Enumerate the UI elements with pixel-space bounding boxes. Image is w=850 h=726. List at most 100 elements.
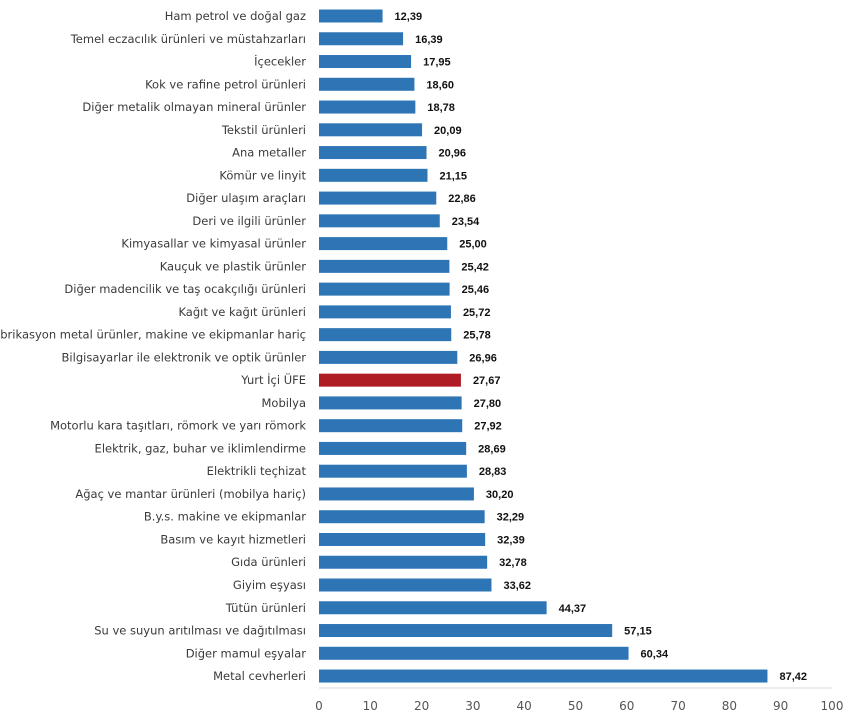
bar bbox=[319, 9, 383, 23]
value-label: 25,72 bbox=[463, 307, 491, 319]
category-label: Ağaç ve mantar ürünleri (mobilya hariç) bbox=[75, 487, 306, 501]
bar bbox=[319, 32, 404, 46]
bar-row: Deri ve ilgili ürünler 23,54 bbox=[192, 214, 480, 228]
value-label: 57,15 bbox=[624, 626, 652, 638]
value-label: 27,80 bbox=[474, 398, 502, 410]
bar bbox=[319, 419, 463, 433]
category-label: Kömür ve linyit bbox=[219, 168, 306, 182]
bar bbox=[319, 646, 629, 660]
bar-row: Su ve suyun arıtılması ve dağıtılması 57,… bbox=[94, 624, 651, 638]
value-label: 16,39 bbox=[415, 34, 443, 46]
category-label: Kauçuk ve plastik ürünler bbox=[160, 259, 307, 273]
bar-row: Kauçuk ve plastik ürünler 25,42 bbox=[160, 259, 489, 273]
value-label: 18,78 bbox=[427, 102, 455, 114]
category-label: Elektrikli teçhizat bbox=[207, 464, 307, 478]
bar-row: Ham petrol ve doğal gaz 12,39 bbox=[165, 9, 422, 23]
category-label: Motorlu kara taşıtları, römork ve yarı r… bbox=[50, 419, 306, 433]
category-label: Diğer ulaşım araçları bbox=[186, 191, 306, 205]
value-label: 23,54 bbox=[452, 216, 480, 228]
category-label: Tütün ürünleri bbox=[225, 601, 306, 615]
bar-row: Gıda ürünleri 32,78 bbox=[231, 555, 527, 569]
bar bbox=[319, 487, 474, 501]
bar bbox=[319, 532, 486, 546]
bar bbox=[319, 214, 440, 228]
category-label: Diğer metalik olmayan mineral ürünler bbox=[82, 100, 306, 114]
x-tick-label: 30 bbox=[465, 699, 480, 713]
bar bbox=[319, 464, 467, 478]
bar-row: Diğer ulaşım araçları 22,86 bbox=[186, 191, 476, 205]
category-label: Diğer madencilik ve taş ocakçılığı ürünl… bbox=[64, 282, 306, 296]
category-label: İçecekler bbox=[254, 54, 306, 69]
category-label: Mobilya bbox=[261, 396, 306, 410]
bar bbox=[319, 282, 450, 296]
value-label: 21,15 bbox=[439, 170, 467, 182]
bar bbox=[319, 259, 450, 273]
x-tick-label: 80 bbox=[722, 699, 737, 713]
value-label: 32,39 bbox=[497, 534, 525, 546]
bar-row: Diğer mamul eşyalar 60,34 bbox=[186, 646, 669, 660]
x-tick-label: 50 bbox=[568, 699, 583, 713]
value-label: 27,92 bbox=[474, 421, 502, 433]
bar-row: Fabrikasyon metal ürünler, makine ve eki… bbox=[0, 328, 491, 342]
category-label: Temel eczacılık ürünleri ve müstahzarlar… bbox=[70, 32, 306, 46]
category-label: Kimyasallar ve kimyasal ürünler bbox=[121, 237, 306, 251]
value-label: 32,78 bbox=[499, 557, 527, 569]
category-label: Giyim eşyası bbox=[233, 578, 306, 592]
bar bbox=[319, 305, 451, 319]
category-label: Kok ve rafine petrol ürünleri bbox=[145, 77, 306, 91]
value-label: 30,20 bbox=[486, 489, 514, 501]
category-label: Diğer mamul eşyalar bbox=[186, 646, 307, 660]
bar bbox=[319, 77, 415, 91]
bar-row: B.y.s. makine ve ekipmanlar 32,29 bbox=[144, 510, 524, 524]
bar bbox=[319, 191, 437, 205]
bar-row: Diğer metalik olmayan mineral ürünler 18,… bbox=[82, 100, 454, 114]
value-label: 25,46 bbox=[462, 284, 490, 296]
value-label: 25,00 bbox=[459, 239, 487, 251]
bar-row: Ağaç ve mantar ürünleri (mobilya hariç) 3… bbox=[75, 487, 513, 501]
value-label: 28,69 bbox=[478, 443, 506, 455]
value-label: 18,60 bbox=[426, 79, 454, 91]
bar bbox=[319, 624, 613, 638]
value-label: 33,62 bbox=[503, 580, 531, 592]
bar-row: Metal cevherleri 87,42 bbox=[213, 669, 807, 683]
bar-row: Giyim eşyası 33,62 bbox=[233, 578, 531, 592]
bar bbox=[319, 555, 488, 569]
category-label: Basım ve kayıt hizmetleri bbox=[160, 532, 306, 546]
value-label: 32,29 bbox=[497, 512, 525, 524]
bar bbox=[319, 396, 462, 410]
category-label: Fabrikasyon metal ürünler, makine ve eki… bbox=[0, 328, 306, 342]
category-label: Deri ve ilgili ürünler bbox=[192, 214, 306, 228]
value-label: 20,09 bbox=[434, 125, 462, 137]
x-axis-ticks: 0 10 20 30 40 50 60 70 80 90 100 bbox=[315, 699, 843, 713]
x-tick-label: 100 bbox=[821, 699, 844, 713]
bar-row: Diğer madencilik ve taş ocakçılığı ürünl… bbox=[64, 282, 489, 296]
value-label: 60,34 bbox=[641, 648, 669, 660]
bar-row: Yurt İçi ÜFE 27,67 bbox=[240, 371, 500, 387]
x-tick-label: 70 bbox=[670, 699, 685, 713]
value-label: 25,42 bbox=[461, 261, 489, 273]
category-label: Tekstil ürünleri bbox=[221, 123, 306, 137]
x-tick-label: 0 bbox=[315, 699, 323, 713]
value-label: 12,39 bbox=[395, 11, 423, 23]
x-tick-label: 60 bbox=[619, 699, 634, 713]
bar bbox=[319, 350, 458, 364]
category-label: B.y.s. makine ve ekipmanlar bbox=[144, 510, 306, 524]
category-label: Su ve suyun arıtılması ve dağıtılması bbox=[94, 624, 306, 638]
bar bbox=[319, 237, 448, 251]
bars-group: Ham petrol ve doğal gaz 12,39 Temel eczacı… bbox=[0, 9, 807, 683]
bar bbox=[319, 168, 428, 182]
value-label: 44,37 bbox=[559, 603, 587, 615]
bar bbox=[319, 55, 412, 69]
bar-row: Kağıt ve kağıt ürünleri 25,72 bbox=[178, 305, 490, 319]
bar-row: Kok ve rafine petrol ürünleri 18,60 bbox=[145, 77, 454, 91]
bar bbox=[319, 123, 423, 137]
bar bbox=[319, 100, 416, 114]
bar-row: İçecekler 17,95 bbox=[254, 54, 450, 69]
value-label: 26,96 bbox=[469, 352, 497, 364]
bar-highlight bbox=[319, 373, 461, 387]
category-label: Elektrik, gaz, buhar ve iklimlendirme bbox=[95, 441, 306, 455]
x-tick-label: 10 bbox=[363, 699, 378, 713]
value-label: 25,78 bbox=[463, 330, 491, 342]
bar-row: Tütün ürünleri 44,37 bbox=[225, 601, 586, 615]
